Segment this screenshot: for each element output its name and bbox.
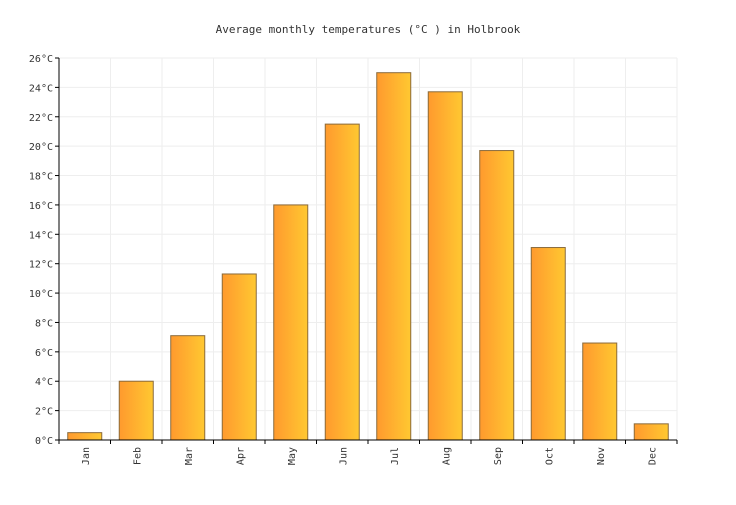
bar-nov — [582, 342, 618, 441]
x-tick-label: Apr — [235, 447, 246, 465]
bar-dec — [633, 423, 669, 441]
x-tick-label: Dec — [647, 447, 658, 465]
y-tick-label: 20°C — [29, 142, 53, 153]
y-tick-label: 4°C — [35, 377, 53, 388]
bars-layer — [67, 72, 669, 441]
bar-aug — [427, 91, 463, 441]
y-tick-label: 24°C — [29, 83, 53, 94]
y-tick-label: 14°C — [29, 230, 53, 241]
y-tick-label: 0°C — [35, 436, 53, 447]
bar-jul — [376, 72, 412, 441]
chart-title: Average monthly temperatures (°C ) in Ho… — [216, 23, 521, 36]
x-tick-label: Sep — [493, 447, 504, 465]
bar-mar — [170, 335, 206, 441]
bar-jan — [67, 432, 103, 441]
y-tick-label: 16°C — [29, 201, 53, 212]
x-tick-label: Aug — [441, 447, 452, 465]
y-tick-label: 12°C — [29, 260, 53, 271]
bar-oct — [530, 247, 566, 441]
y-axis-ticks: 0°C 2°C 4°C 6°C 8°C 10°C 12°C 14°C 16°C 18°C 20°C 2… — [29, 54, 59, 447]
bar-sep — [479, 150, 515, 441]
x-tick-label: Nov — [596, 447, 607, 465]
y-tick-label: 8°C — [35, 318, 53, 329]
x-tick-label: Oct — [544, 447, 555, 465]
bar-apr — [221, 273, 257, 441]
x-tick-label: Mar — [184, 447, 195, 465]
bar-jun — [324, 123, 360, 441]
x-tick-label: Jul — [390, 447, 401, 465]
y-tick-label: 26°C — [29, 54, 53, 65]
bar-feb — [118, 380, 154, 441]
x-axis-ticks: Jan Feb Mar Apr May Jun Jul Aug Sep Oct Nov Dec — [58, 440, 678, 465]
x-tick-label: May — [287, 447, 298, 465]
y-tick-label: 22°C — [29, 113, 53, 124]
bar-may — [273, 204, 309, 441]
y-tick-label: 10°C — [29, 289, 53, 300]
y-tick-label: 2°C — [35, 407, 53, 418]
y-tick-label: 6°C — [35, 348, 53, 359]
x-tick-label: Jan — [81, 447, 92, 465]
y-tick-label: 18°C — [29, 172, 53, 183]
grid-layer — [59, 57, 678, 440]
x-tick-label: Feb — [132, 447, 143, 465]
x-tick-label: Jun — [338, 447, 349, 465]
